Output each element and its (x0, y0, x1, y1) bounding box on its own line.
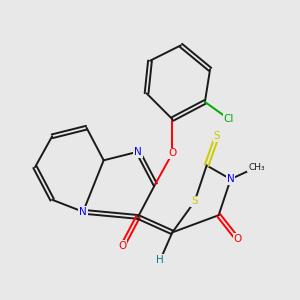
Text: N: N (227, 174, 235, 184)
Text: H: H (156, 255, 164, 265)
Text: N: N (79, 207, 87, 217)
Text: S: S (214, 131, 220, 141)
Text: N: N (134, 147, 142, 157)
Text: Cl: Cl (224, 114, 234, 124)
Text: O: O (168, 148, 176, 158)
Text: O: O (118, 241, 127, 251)
Text: O: O (233, 234, 242, 244)
Text: S: S (191, 196, 198, 206)
Text: CH₃: CH₃ (248, 163, 265, 172)
